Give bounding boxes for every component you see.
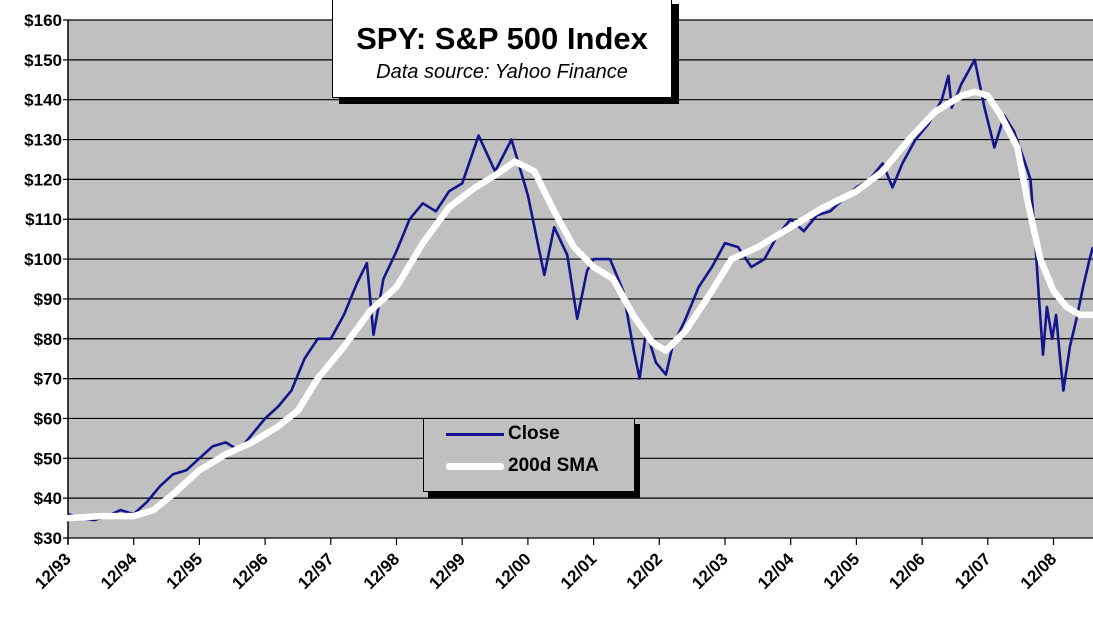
chart-subtitle: Data source: Yahoo Finance (376, 61, 628, 83)
y-tick-label: $50 (34, 449, 62, 468)
y-tick-label: $110 (25, 210, 62, 229)
y-tick-label: $80 (34, 330, 62, 349)
y-tick-label: $130 (24, 131, 62, 150)
x-tick-label: 12/03 (688, 549, 732, 593)
x-tick-label: 12/95 (163, 549, 207, 593)
close-price-line (67, 58, 1093, 522)
legend-label-close: Close (508, 423, 560, 444)
y-tick-label: $60 (34, 409, 62, 428)
x-tick-label: 12/93 (31, 549, 75, 593)
x-tick-label: 12/96 (228, 549, 272, 593)
legend-label-sma: 200d SMA (508, 455, 599, 476)
x-tick-label: 12/08 (1017, 549, 1061, 593)
x-axis-ticks: 12/93 12/94 12/95 12/96 12/97 12/98 12/99 12/00… (31, 538, 1060, 593)
sma-200d-line (64, 88, 1093, 522)
legend: Close 200d SMA (423, 418, 635, 492)
x-tick-label: 12/98 (360, 549, 404, 593)
x-tick-label: 12/94 (97, 549, 141, 593)
x-tick-label: 12/06 (885, 549, 929, 593)
y-tick-label: $120 (24, 170, 62, 189)
legend-swatch-close (446, 432, 504, 436)
x-tick-label: 12/07 (951, 549, 995, 593)
x-tick-label: 12/99 (426, 549, 470, 593)
x-tick-label: 12/97 (294, 549, 338, 593)
x-tick-label: 12/05 (820, 549, 864, 593)
x-tick-label: 12/00 (491, 549, 535, 593)
y-tick-label: $100 (24, 250, 62, 269)
x-tick-label: 12/01 (557, 549, 601, 593)
y-axis-ticks: $30 $40 $50 $60 $70 $80 $90 $100 $110 $120 $130 $14… (24, 11, 62, 548)
chart-title: SPY: S&P 500 Index (356, 21, 648, 56)
series-lines (64, 58, 1093, 522)
legend-item-sma: 200d SMA (424, 455, 599, 477)
y-tick-label: $150 (24, 51, 62, 70)
chart-title-box: SPY: S&P 500 Index Data source: Yahoo Fi… (332, 0, 672, 98)
y-tick-label: $140 (24, 91, 62, 110)
legend-item-close: Close (424, 423, 560, 445)
y-tick-label: $90 (34, 290, 62, 309)
y-tick-label: $40 (34, 489, 62, 508)
x-tick-label: 12/04 (754, 549, 798, 593)
x-tick-label: 12/02 (623, 549, 667, 593)
legend-swatch-sma (446, 462, 504, 470)
y-tick-label: $160 (24, 11, 62, 30)
y-tick-label: $30 (34, 529, 62, 548)
y-tick-label: $70 (34, 370, 62, 389)
